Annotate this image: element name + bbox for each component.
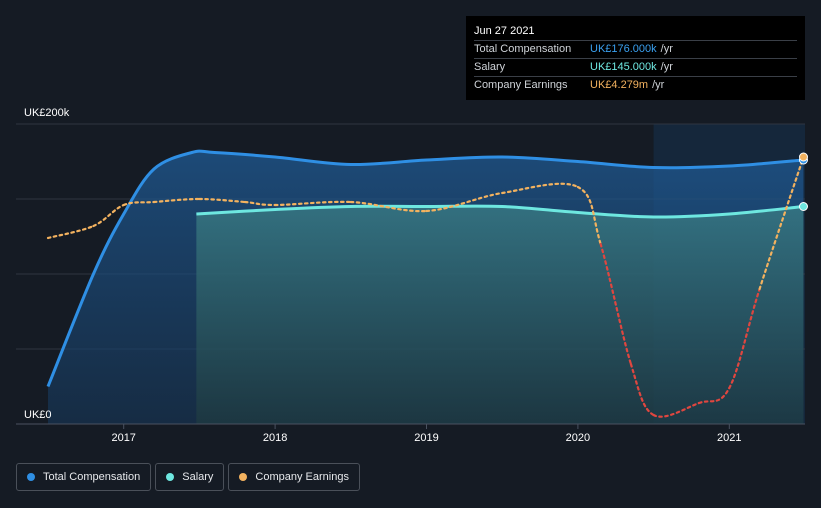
- tooltip-row-salary: Salary UK£145.000k /yr: [474, 59, 797, 77]
- legend-item-total-compensation[interactable]: Total Compensation: [16, 463, 152, 491]
- tooltip-label: Total Compensation: [474, 43, 572, 55]
- total-compensation-line: [46, 149, 804, 388]
- salary-area: [196, 206, 804, 424]
- company-earnings-line-segment: [652, 401, 701, 418]
- tooltip-date: Jun 27 2021: [474, 22, 797, 41]
- company-earnings-line-segment: [629, 362, 655, 417]
- company-earnings-line-segment: [425, 191, 504, 213]
- legend-dot-icon: [239, 473, 248, 481]
- tooltip-row-company-earnings: Company Earnings UK£4.279m /yr: [474, 77, 797, 94]
- tooltip-unit: /yr: [660, 61, 673, 73]
- company-earnings-line-segment: [92, 203, 125, 228]
- salary-end-point: [798, 202, 808, 211]
- tooltip-value: UK£145.000k: [590, 61, 657, 73]
- company-earnings-line-segment: [243, 200, 277, 207]
- company-earnings-line-segment: [697, 386, 731, 405]
- x-tick-label: 2018: [263, 432, 287, 444]
- company-earnings-end-point: [798, 152, 808, 162]
- legend-item-company-earnings[interactable]: Company Earnings: [228, 463, 360, 491]
- company-earnings-line-segment: [758, 155, 805, 291]
- company-earnings-line-segment: [728, 287, 761, 390]
- company-earnings-line-segment: [274, 200, 352, 207]
- company-earnings-line-segment: [576, 185, 602, 246]
- tooltip-label: Salary: [474, 61, 506, 73]
- tooltip-value: UK£176.000k: [590, 43, 657, 55]
- company-earnings-line-segment: [599, 242, 632, 366]
- y-tick-label: UK£0: [24, 409, 52, 421]
- company-earnings-line-segment: [46, 224, 95, 240]
- company-earnings-line-segment: [501, 182, 579, 195]
- legend-label: Salary: [182, 471, 214, 483]
- company-earnings-line-segment: [152, 197, 201, 204]
- legend-label: Total Compensation: [43, 471, 141, 483]
- x-tick-label: 2017: [111, 432, 135, 444]
- x-tick-label: 2021: [717, 432, 741, 444]
- legend-item-salary[interactable]: Salary: [155, 463, 225, 491]
- legend-dot-icon: [27, 473, 35, 481]
- legend-dot-icon: [166, 473, 175, 481]
- tooltip-label: Company Earnings: [474, 79, 568, 91]
- chart-tooltip: Jun 27 2021 Total Compensation UK£176.00…: [466, 16, 805, 100]
- salary-line: [196, 204, 804, 219]
- tooltip-unit: /yr: [660, 43, 673, 55]
- company-earnings-line-segment: [349, 200, 428, 213]
- y-tick-label: UK£200k: [24, 107, 70, 119]
- tooltip-unit: /yr: [652, 79, 665, 91]
- x-tick-label: 2019: [414, 432, 438, 444]
- x-tick-label: 2020: [566, 432, 590, 444]
- company-earnings-line-segment: [122, 200, 156, 207]
- company-earnings-line-segment: [198, 197, 246, 204]
- chart-legend: Total Compensation Salary Company Earnin…: [16, 463, 360, 491]
- legend-label: Company Earnings: [255, 471, 349, 483]
- tooltip-row-total-compensation: Total Compensation UK£176.000k /yr: [474, 41, 797, 59]
- tooltip-value: UK£4.279m: [590, 79, 649, 91]
